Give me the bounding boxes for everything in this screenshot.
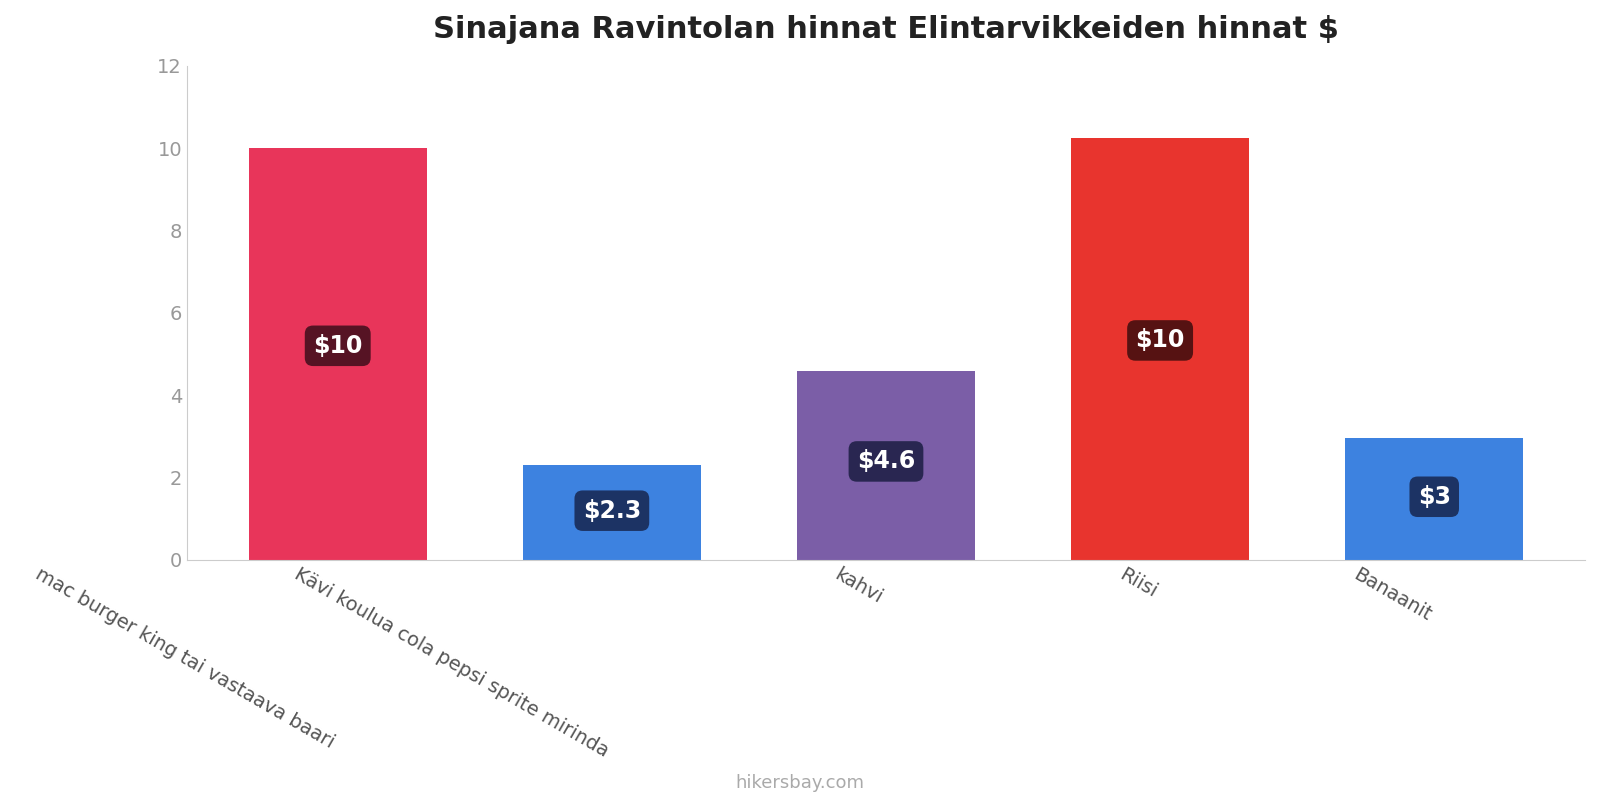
Title: Sinajana Ravintolan hinnat Elintarvikkeiden hinnat $: Sinajana Ravintolan hinnat Elintarvikkei… [434,15,1339,44]
Text: $3: $3 [1418,485,1451,509]
Text: $2.3: $2.3 [582,498,642,522]
Text: hikersbay.com: hikersbay.com [736,774,864,792]
Bar [523,466,701,560]
Bar [1070,138,1250,560]
Text: $4.6: $4.6 [858,450,915,474]
Bar [1346,438,1523,560]
Bar [797,370,974,560]
Text: $10: $10 [1136,329,1184,353]
Text: $10: $10 [314,334,363,358]
Bar [248,148,427,560]
